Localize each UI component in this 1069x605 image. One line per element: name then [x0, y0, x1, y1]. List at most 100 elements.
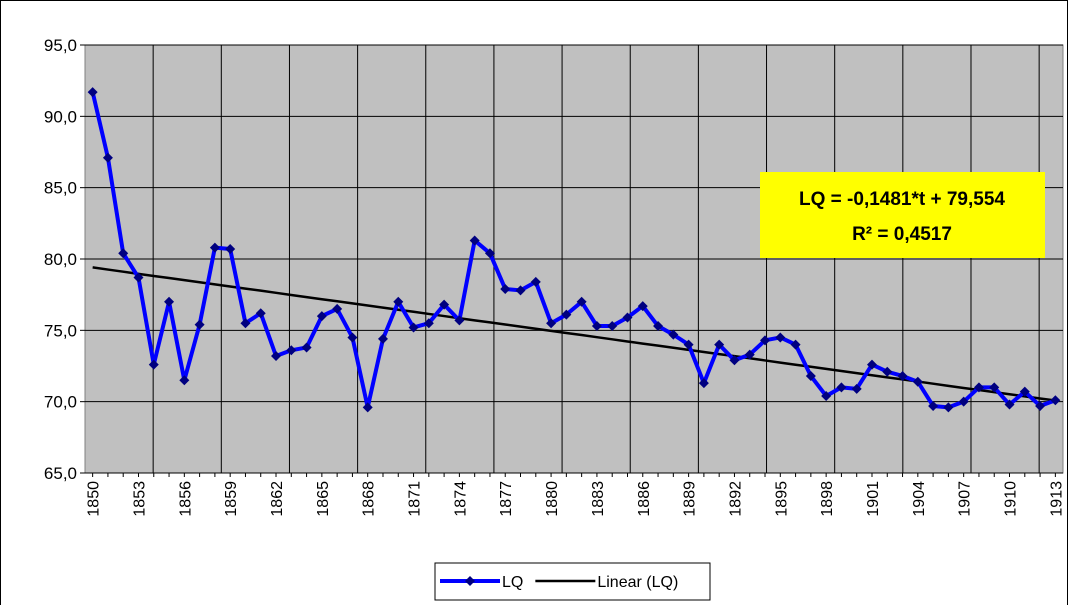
x-tick-label: 1889: [682, 481, 699, 517]
x-tick-label: 1874: [452, 481, 469, 517]
x-tick-label: 1853: [131, 481, 148, 517]
marker: [439, 299, 450, 310]
x-tick-label: 1859: [223, 481, 240, 517]
marker: [271, 351, 282, 362]
marker: [133, 272, 144, 283]
marker: [653, 321, 664, 332]
marker: [989, 382, 1000, 393]
trend-line: [92, 266, 1056, 402]
marker: [775, 332, 786, 343]
marker: [515, 285, 526, 296]
marker: [148, 359, 159, 370]
x-tick-label: 1880: [544, 481, 561, 517]
marker: [729, 355, 740, 366]
marker: [760, 335, 771, 346]
marker: [698, 378, 709, 389]
marker: [225, 244, 236, 255]
x-tick-label: 1886: [636, 481, 653, 517]
marker: [897, 370, 908, 381]
marker: [622, 312, 633, 323]
x-tick-label: 1904: [911, 481, 928, 517]
x-tick-label: 1898: [819, 481, 836, 517]
marker: [591, 321, 602, 332]
x-tick-label: 1856: [177, 481, 194, 517]
marker: [209, 242, 220, 253]
annotation-text: LQ = -0,1481*t + 79,554: [799, 189, 1005, 210]
marker: [1050, 395, 1061, 406]
y-tick-label: 70,0: [44, 393, 77, 412]
marker: [255, 308, 266, 319]
marker: [164, 296, 175, 307]
marker: [912, 376, 923, 387]
marks: [87, 87, 1061, 413]
marker: [973, 382, 984, 393]
marker: [546, 318, 557, 329]
y-tick-label: 65,0: [44, 464, 77, 483]
marker: [469, 235, 480, 246]
legend-marker: [465, 576, 475, 586]
marker: [851, 383, 862, 394]
marker: [194, 319, 205, 330]
y-tick-label: 95,0: [44, 36, 77, 55]
marker: [316, 311, 327, 322]
marker: [928, 400, 939, 411]
marker: [87, 87, 98, 98]
x-tick-label: 1895: [773, 481, 790, 517]
x-tick-label: 1892: [727, 481, 744, 517]
annotation-box: [760, 172, 1045, 258]
marker: [179, 375, 190, 386]
y-tick-label: 80,0: [44, 250, 77, 269]
marker: [943, 402, 954, 413]
x-tick-label: 1910: [1003, 481, 1020, 517]
marker: [301, 342, 312, 353]
annotation: LQ = -0,1481*t + 79,554 R² = 0,4517: [760, 172, 1045, 258]
marker: [347, 332, 358, 343]
marker: [102, 152, 113, 163]
x-tick-label: 1907: [957, 481, 974, 517]
x-tick-label: 1862: [269, 481, 286, 517]
marker: [484, 248, 495, 259]
x-tick-label: 1883: [590, 481, 607, 517]
marker: [362, 402, 373, 413]
marker: [377, 333, 388, 344]
marker: [668, 329, 679, 340]
x-tick-label: 1877: [498, 481, 515, 517]
marker: [637, 301, 648, 312]
marker: [286, 345, 297, 356]
y-tick-label: 85,0: [44, 179, 77, 198]
x-tick-label: 1865: [315, 481, 332, 517]
legend-label: Linear (LQ): [597, 574, 678, 591]
x-tick-label: 1850: [86, 481, 103, 517]
marker: [118, 248, 129, 259]
marker: [240, 318, 251, 329]
marker: [836, 382, 847, 393]
legend: LQ Linear (LQ): [434, 562, 711, 601]
x-tick-label: 1871: [407, 481, 424, 517]
marker: [683, 339, 694, 350]
marker: [714, 339, 725, 350]
marker: [332, 303, 343, 314]
marker: [790, 339, 801, 350]
marker: [866, 359, 877, 370]
marker: [805, 370, 816, 381]
marker: [423, 318, 434, 329]
legend-label: LQ: [502, 574, 523, 591]
marker: [576, 296, 587, 307]
x-tick-label: 1913: [1048, 481, 1065, 517]
series-line: [90, 91, 1057, 410]
marker: [1004, 399, 1015, 410]
marker: [530, 276, 541, 287]
marker: [744, 349, 755, 360]
marker: [500, 283, 511, 294]
marker: [561, 309, 572, 320]
annotation-text: R² = 0,4517: [852, 224, 952, 245]
x-tick-label: 1868: [361, 481, 378, 517]
marker: [408, 322, 419, 333]
marker: [821, 390, 832, 401]
marker: [882, 366, 893, 377]
y-tick-label: 75,0: [44, 321, 77, 340]
marker: [1019, 386, 1030, 397]
y-tick-label: 90,0: [44, 107, 77, 126]
marker: [958, 396, 969, 407]
